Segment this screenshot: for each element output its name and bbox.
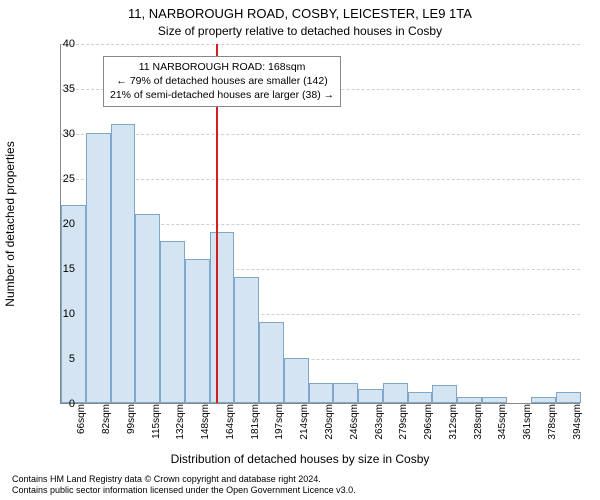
gridline — [61, 44, 580, 45]
histogram-bar — [383, 383, 408, 403]
x-tick-label: 312sqm — [448, 404, 459, 448]
histogram-bar — [556, 392, 581, 403]
x-tick-label: 361sqm — [522, 404, 533, 448]
gridline — [61, 179, 580, 180]
annotation-line-1: 11 NARBOROUGH ROAD: 168sqm — [110, 60, 334, 74]
footer-line-1: Contains HM Land Registry data © Crown c… — [12, 474, 356, 485]
x-axis-title: Distribution of detached houses by size … — [0, 452, 600, 466]
x-tick-label: 230sqm — [324, 404, 335, 448]
x-tick-label: 345sqm — [497, 404, 508, 448]
histogram-bar — [358, 389, 383, 403]
x-tick-label: 115sqm — [151, 404, 162, 448]
x-tick-label: 246sqm — [349, 404, 360, 448]
y-tick-label: 5 — [45, 353, 75, 365]
footer-attribution: Contains HM Land Registry data © Crown c… — [12, 474, 356, 497]
y-axis-title: Number of detached properties — [3, 141, 17, 306]
histogram-bar — [135, 214, 160, 403]
y-tick-label: 30 — [45, 128, 75, 140]
chart-title-main: 11, NARBOROUGH ROAD, COSBY, LEICESTER, L… — [0, 6, 600, 21]
histogram-bar — [210, 232, 235, 403]
x-tick-label: 296sqm — [423, 404, 434, 448]
y-tick-label: 0 — [45, 398, 75, 410]
histogram-bar — [86, 133, 111, 403]
histogram-bar — [531, 397, 556, 403]
y-tick-label: 10 — [45, 308, 75, 320]
gridline — [61, 134, 580, 135]
histogram-bar — [457, 397, 482, 403]
x-tick-label: 279sqm — [398, 404, 409, 448]
histogram-bar — [259, 322, 284, 403]
histogram-bar — [185, 259, 210, 403]
histogram-bar — [111, 124, 136, 403]
x-tick-label: 197sqm — [274, 404, 285, 448]
histogram-bar — [160, 241, 185, 403]
y-tick-label: 35 — [45, 83, 75, 95]
annotation-box: 11 NARBOROUGH ROAD: 168sqm ← 79% of deta… — [103, 56, 341, 107]
chart-title-sub: Size of property relative to detached ho… — [0, 24, 600, 38]
histogram-bar — [408, 392, 433, 403]
histogram-bar — [333, 383, 358, 403]
y-tick-label: 15 — [45, 263, 75, 275]
y-tick-label: 40 — [45, 38, 75, 50]
x-tick-label: 181sqm — [250, 404, 261, 448]
y-tick-label: 25 — [45, 173, 75, 185]
histogram-bar — [61, 205, 86, 403]
histogram-bar — [482, 397, 507, 403]
footer-line-2: Contains public sector information licen… — [12, 485, 356, 496]
annotation-line-3: 21% of semi-detached houses are larger (… — [110, 88, 334, 102]
histogram-bar — [234, 277, 259, 403]
histogram-bar — [284, 358, 309, 403]
x-tick-label: 66sqm — [76, 404, 87, 448]
x-tick-label: 82sqm — [101, 404, 112, 448]
annotation-line-2: ← 79% of detached houses are smaller (14… — [110, 74, 334, 88]
x-tick-label: 132sqm — [175, 404, 186, 448]
x-tick-label: 263sqm — [374, 404, 385, 448]
x-tick-label: 148sqm — [200, 404, 211, 448]
x-tick-label: 214sqm — [299, 404, 310, 448]
histogram-bar — [432, 385, 457, 403]
x-tick-label: 164sqm — [225, 404, 236, 448]
x-tick-label: 378sqm — [547, 404, 558, 448]
y-tick-label: 20 — [45, 218, 75, 230]
x-tick-label: 328sqm — [473, 404, 484, 448]
chart-container: 11, NARBOROUGH ROAD, COSBY, LEICESTER, L… — [0, 0, 600, 500]
x-tick-label: 99sqm — [126, 404, 137, 448]
plot-area: 11 NARBOROUGH ROAD: 168sqm ← 79% of deta… — [60, 44, 580, 404]
histogram-bar — [309, 383, 334, 403]
x-tick-label: 394sqm — [572, 404, 583, 448]
